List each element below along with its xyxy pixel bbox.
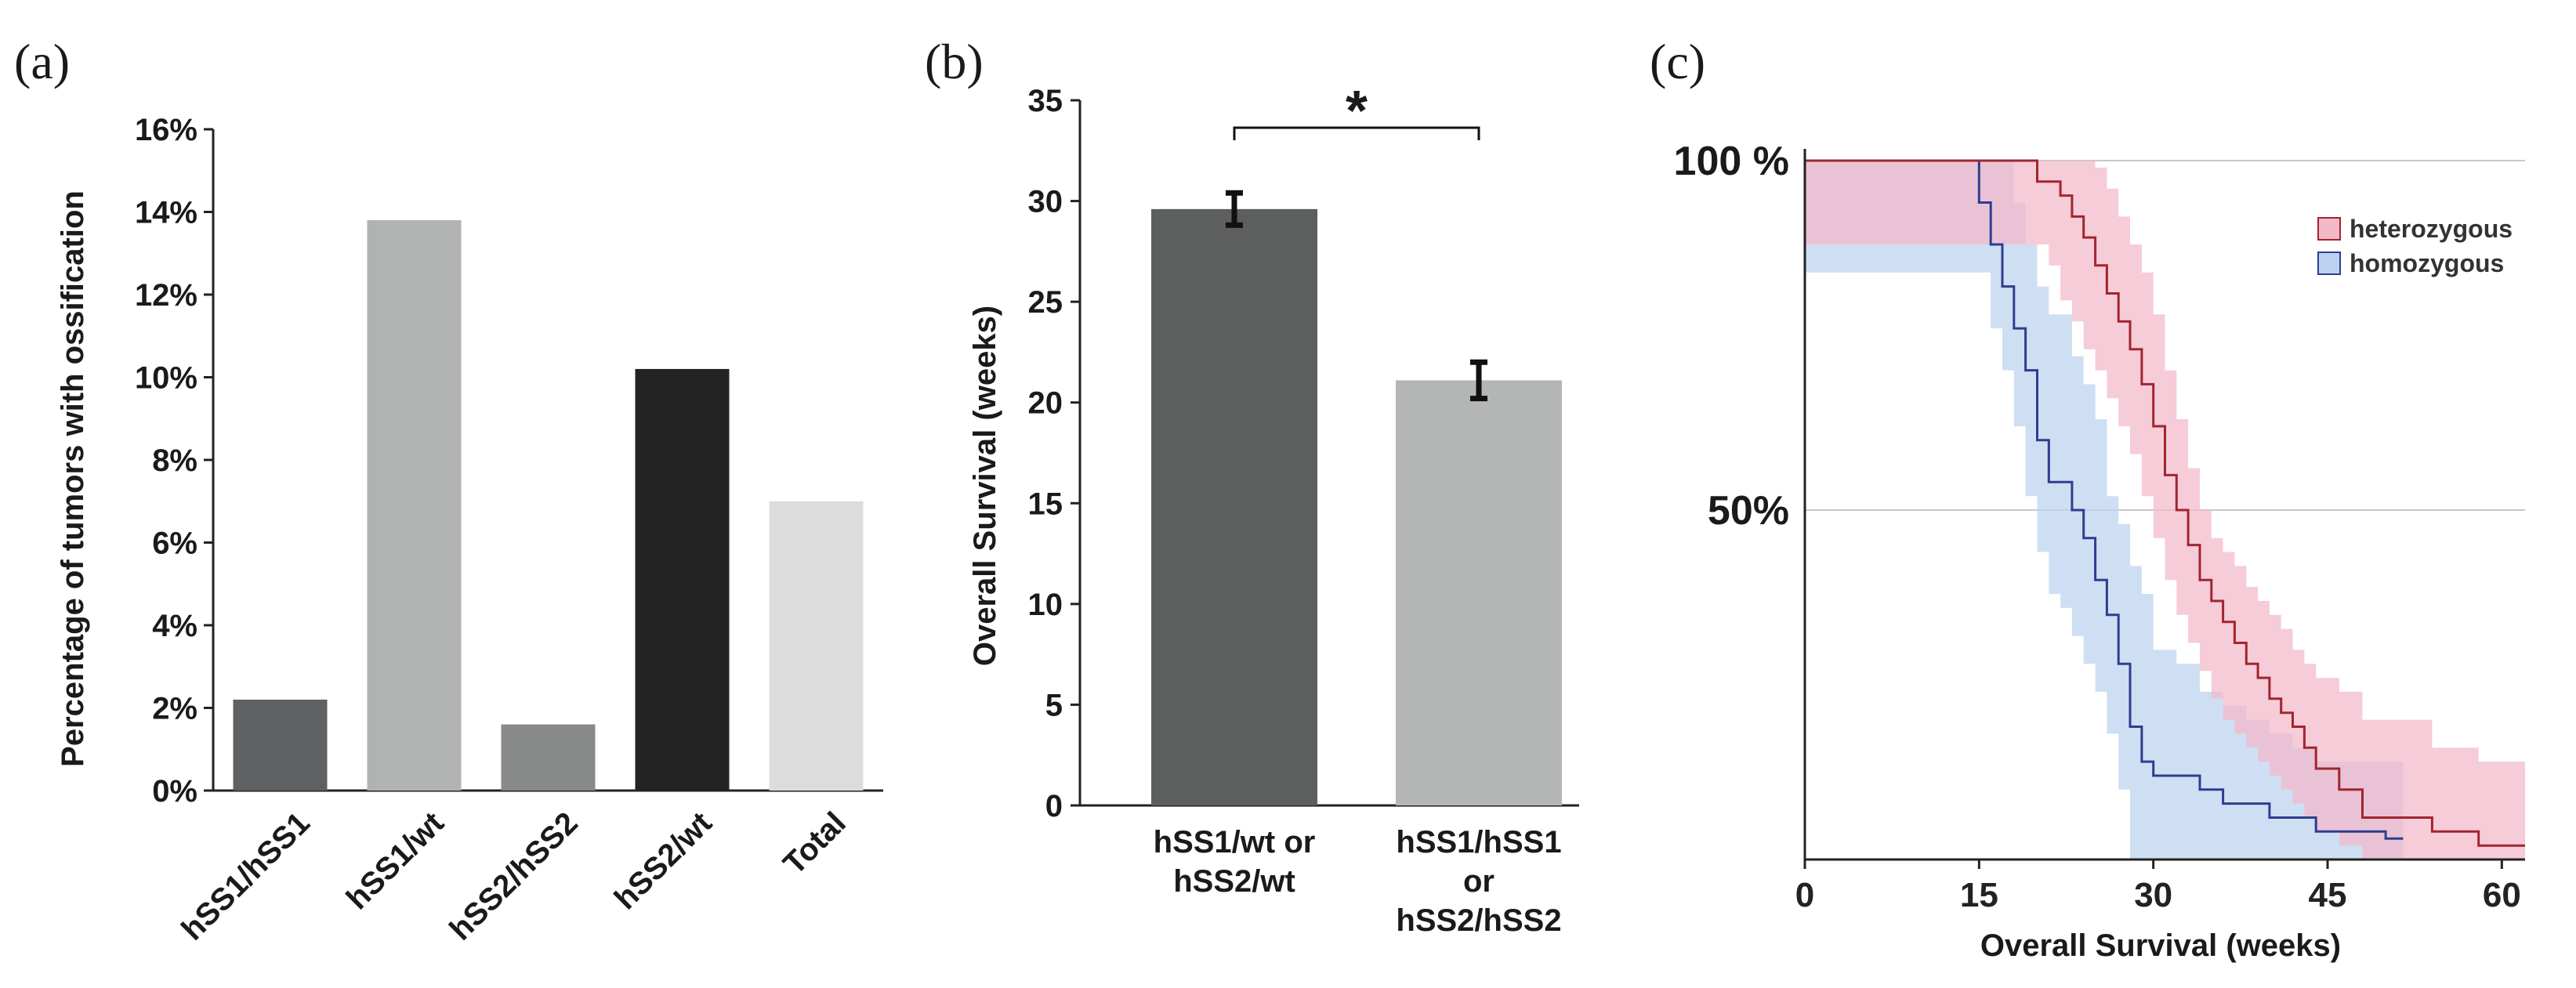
chart-a-category-label: hSS1/hSS1 xyxy=(175,805,316,946)
chart-b-category-label: hSS1/wt or xyxy=(1154,825,1316,860)
panel-label-a: (a) xyxy=(14,34,70,89)
chart-c-kaplan-meier: Overall Survival (weeks) 100 % 50% 0 15 30 45… xyxy=(1674,139,2525,963)
chart-b-ytick-label: 0 xyxy=(1045,789,1063,823)
chart-b-ylabel: Overall Survival (weeks) xyxy=(968,306,1002,666)
chart-a-bar xyxy=(635,368,730,791)
chart-b-bar xyxy=(1396,380,1562,805)
chart-c-xtick-label: 30 xyxy=(2134,876,2172,914)
chart-a-ossification: Percentage of tumors with ossification 0… xyxy=(56,113,883,947)
chart-b-category-label: hSS2/hSS2 xyxy=(1396,903,1561,938)
chart-a-ytick-label: 10% xyxy=(135,361,197,396)
chart-a-bar xyxy=(769,501,864,791)
chart-c-legend-swatch-heterozygous xyxy=(2317,217,2341,241)
chart-b-ytick-label: 25 xyxy=(1028,285,1063,320)
chart-c-heterozygous-ci-band xyxy=(1805,161,2525,860)
chart-c-xtick-label: 0 xyxy=(1795,876,1814,914)
chart-c-xlabel: Overall Survival (weeks) xyxy=(1980,928,2341,963)
chart-b-bar xyxy=(1151,208,1317,805)
chart-b-ytick-label: 10 xyxy=(1028,588,1063,622)
chart-b-ytick-label: 20 xyxy=(1028,386,1063,421)
chart-c-heterozygous-curve xyxy=(1805,159,2525,847)
chart-b-survival-bars: Overall Survival (weeks) 0 5 10 15 20 25 30 35 h… xyxy=(968,80,1579,938)
chart-c-legend-label: homozygous xyxy=(2350,249,2504,277)
chart-a-category-label: hSS2/hSS2 xyxy=(443,805,584,946)
chart-b-ytick-label: 15 xyxy=(1028,487,1063,521)
chart-c-legend-swatch-homozygous xyxy=(2317,252,2341,275)
chart-c-legend-label: heterozygous xyxy=(2350,215,2513,243)
chart-b-ytick-label: 30 xyxy=(1028,185,1063,219)
chart-a-bar xyxy=(233,699,328,791)
panel-label-c: (c) xyxy=(1650,34,1705,89)
chart-b-category-label: hSS2/wt xyxy=(1173,864,1295,899)
chart-a-category-label: Total xyxy=(777,805,853,881)
chart-a-ytick-label: 14% xyxy=(135,196,197,230)
chart-a-ylabel: Percentage of tumors with ossification xyxy=(56,190,90,767)
chart-a-ytick-label: 4% xyxy=(152,609,197,643)
chart-a-ytick-label: 12% xyxy=(135,278,197,313)
chart-a-ytick-label: 0% xyxy=(152,774,197,809)
chart-b-category-label: or xyxy=(1463,864,1495,899)
chart-c-homozygous-ci-band xyxy=(1805,161,2404,860)
chart-c-xtick-label: 60 xyxy=(2483,876,2521,914)
chart-b-category-label: hSS1/hSS1 xyxy=(1396,825,1561,860)
chart-c-xtick-label: 45 xyxy=(2309,876,2347,914)
chart-a-bar xyxy=(367,220,462,791)
chart-a-ytick-label: 6% xyxy=(152,527,197,561)
chart-a-category-label: hSS1/wt xyxy=(340,805,451,916)
chart-b-ytick-label: 35 xyxy=(1028,84,1063,118)
chart-a-bar xyxy=(501,724,596,791)
panel-label-b: (b) xyxy=(925,34,984,89)
chart-c-ytick-label: 50% xyxy=(1708,488,1789,534)
chart-b-significance-star: * xyxy=(1346,80,1368,143)
chart-b-significance-bracket xyxy=(1233,126,1480,140)
chart-a-ytick-label: 16% xyxy=(135,113,197,147)
chart-c-ytick-label: 100 % xyxy=(1674,139,1789,184)
chart-b-ytick-label: 5 xyxy=(1045,688,1063,722)
chart-c-homozygous-curve xyxy=(1805,159,2404,840)
chart-a-ytick-label: 8% xyxy=(152,443,197,478)
chart-a-ytick-label: 2% xyxy=(152,692,197,726)
chart-a-category-label: hSS2/wt xyxy=(608,805,719,916)
chart-c-xtick-label: 15 xyxy=(1960,876,1998,914)
